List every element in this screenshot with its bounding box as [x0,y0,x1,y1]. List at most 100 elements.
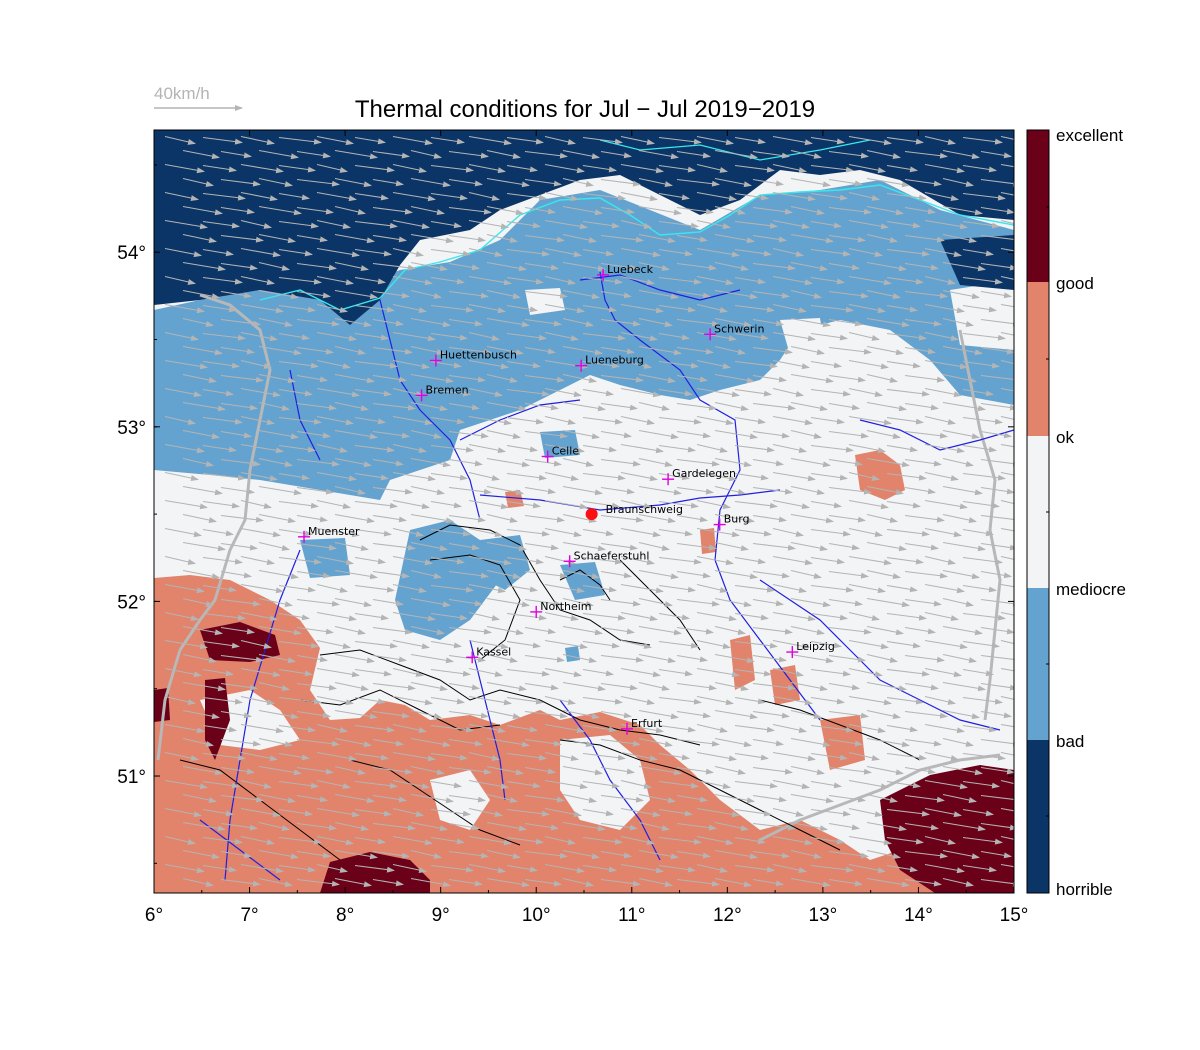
wind-arrow [354,276,386,285]
wind-arrow [448,318,483,327]
wind-arrow [202,276,243,285]
wind-arrow [734,332,769,341]
wind-arrow [392,191,436,202]
wind-arrow [752,486,793,495]
wind-arrow [658,612,690,621]
wind-arrow [980,402,1014,411]
wind-arrow [278,192,310,201]
wind-arrow [1000,751,1014,756]
wind-arrow [524,206,556,215]
wind-arrow [410,513,454,524]
wind-arrow [240,667,281,678]
wind-arrow [620,247,661,258]
wind-arrow [828,290,869,299]
wind-arrow [410,233,454,244]
y-tick-label: 52° [117,592,146,613]
city-label: Erfurt [631,717,663,730]
wind-arrow [734,276,766,285]
wind-arrow [810,528,851,537]
city-label: Kassel [476,645,511,658]
wind-arrow [240,807,281,818]
wind-arrow [524,794,565,803]
wind-arrow [316,303,348,313]
wind-arrow [392,303,427,313]
wind-arrow [924,331,959,341]
wind-arrow [202,444,237,453]
wind-arrow [828,458,863,467]
wind-arrow [904,318,942,327]
wind-arrow [354,360,398,369]
wind-arrow [696,723,728,733]
wind-arrow [924,191,959,201]
wind-arrow [430,724,474,733]
wind-arrow [392,135,433,146]
wind-arrow [524,626,556,635]
wind-arrow [638,289,679,300]
wind-arrow [354,696,386,705]
wind-arrow [828,626,872,635]
wind-arrow [430,192,468,201]
wind-arrow [962,528,994,537]
wind-arrow [202,640,240,649]
wind-arrow [752,794,787,803]
wind-arrow [240,527,281,538]
wind-arrow [506,444,538,453]
wind-arrow [620,499,652,509]
wind-arrow [410,485,445,495]
wind-arrow [392,275,433,286]
wind-arrow [962,248,994,257]
wind-arrow [562,177,594,187]
wind-arrow [1000,723,1014,728]
wind-arrow [810,192,848,201]
wind-arrow [600,290,632,299]
wind-arrow [278,416,322,425]
wind-arrow [448,486,492,495]
wind-arrow [790,205,825,215]
wind-arrow [582,164,617,173]
wind-arrow [182,597,214,607]
city-label: Schwerin [714,322,764,335]
legend-colorbar: excellent good ok mediocre bad horrible [1026,126,1126,899]
wind-arrow [258,625,302,636]
wind-arrow [544,471,579,481]
wind-arrow [582,444,617,453]
wind-arrow [696,415,734,426]
wind-arrow [696,303,728,313]
wind-arrow [620,611,658,622]
wind-arrow [734,248,772,257]
wind-arrow [962,780,1000,789]
wind-arrow [734,192,769,201]
wind-arrow [962,304,997,313]
wind-arrow [486,597,530,608]
wind-arrow [296,682,337,691]
wind-arrow [334,485,366,495]
wind-arrow [316,555,354,566]
wind-arrow [544,779,588,790]
wind-arrow [430,332,468,341]
wind-arrow [278,388,313,397]
wind-arrow [202,612,246,621]
wind-arrow [164,219,208,230]
wind-arrow [468,219,509,230]
wind-arrow [714,457,752,468]
wind-arrow [258,681,290,691]
wind-arrow [696,443,728,453]
wind-arrow [676,430,711,439]
wind-arrow [506,640,541,649]
wind-arrow [866,513,898,523]
wind-arrow [562,709,600,720]
wind-arrow [448,794,486,803]
wind-arrow [772,667,804,677]
wind-arrow [600,206,635,215]
wind-arrow [392,527,424,537]
wind-arrow [296,738,340,747]
wind-arrow [962,724,997,733]
wind-arrow [886,584,918,593]
wind-arrow [752,290,790,299]
wind-arrow [620,471,658,482]
wind-arrow [980,150,1012,159]
wind-arrow [942,793,977,803]
wind-arrow [866,457,910,468]
wind-arrow [600,374,644,383]
wind-arrow [202,696,243,705]
